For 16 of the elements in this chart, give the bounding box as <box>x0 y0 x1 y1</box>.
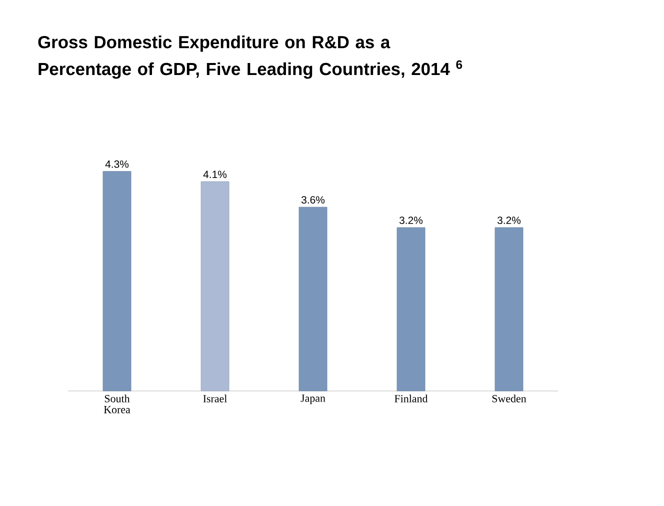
x-tick-label: Finland <box>394 394 428 402</box>
bar <box>396 227 426 392</box>
data-label: 4.1% <box>203 170 227 178</box>
bar <box>200 181 230 392</box>
x-tick-label: Israel <box>203 394 227 402</box>
bar <box>102 171 132 392</box>
bar <box>298 206 328 392</box>
data-label: 3.2% <box>399 216 423 224</box>
data-label: 3.2% <box>497 216 521 224</box>
chart-title: Gross Domestic Expenditure on R&D as a Percentage of GDP, Five Leading Countries, 2014 $^{6}$ <box>38 36 462 79</box>
data-label: 3.6% <box>301 196 325 204</box>
x-tick-label: Japan <box>300 394 326 404</box>
bar <box>494 227 524 392</box>
x-tick-label: Sweden <box>492 394 526 402</box>
x-tick-label: South Korea <box>104 394 130 414</box>
data-label: 4.3% <box>105 160 129 168</box>
